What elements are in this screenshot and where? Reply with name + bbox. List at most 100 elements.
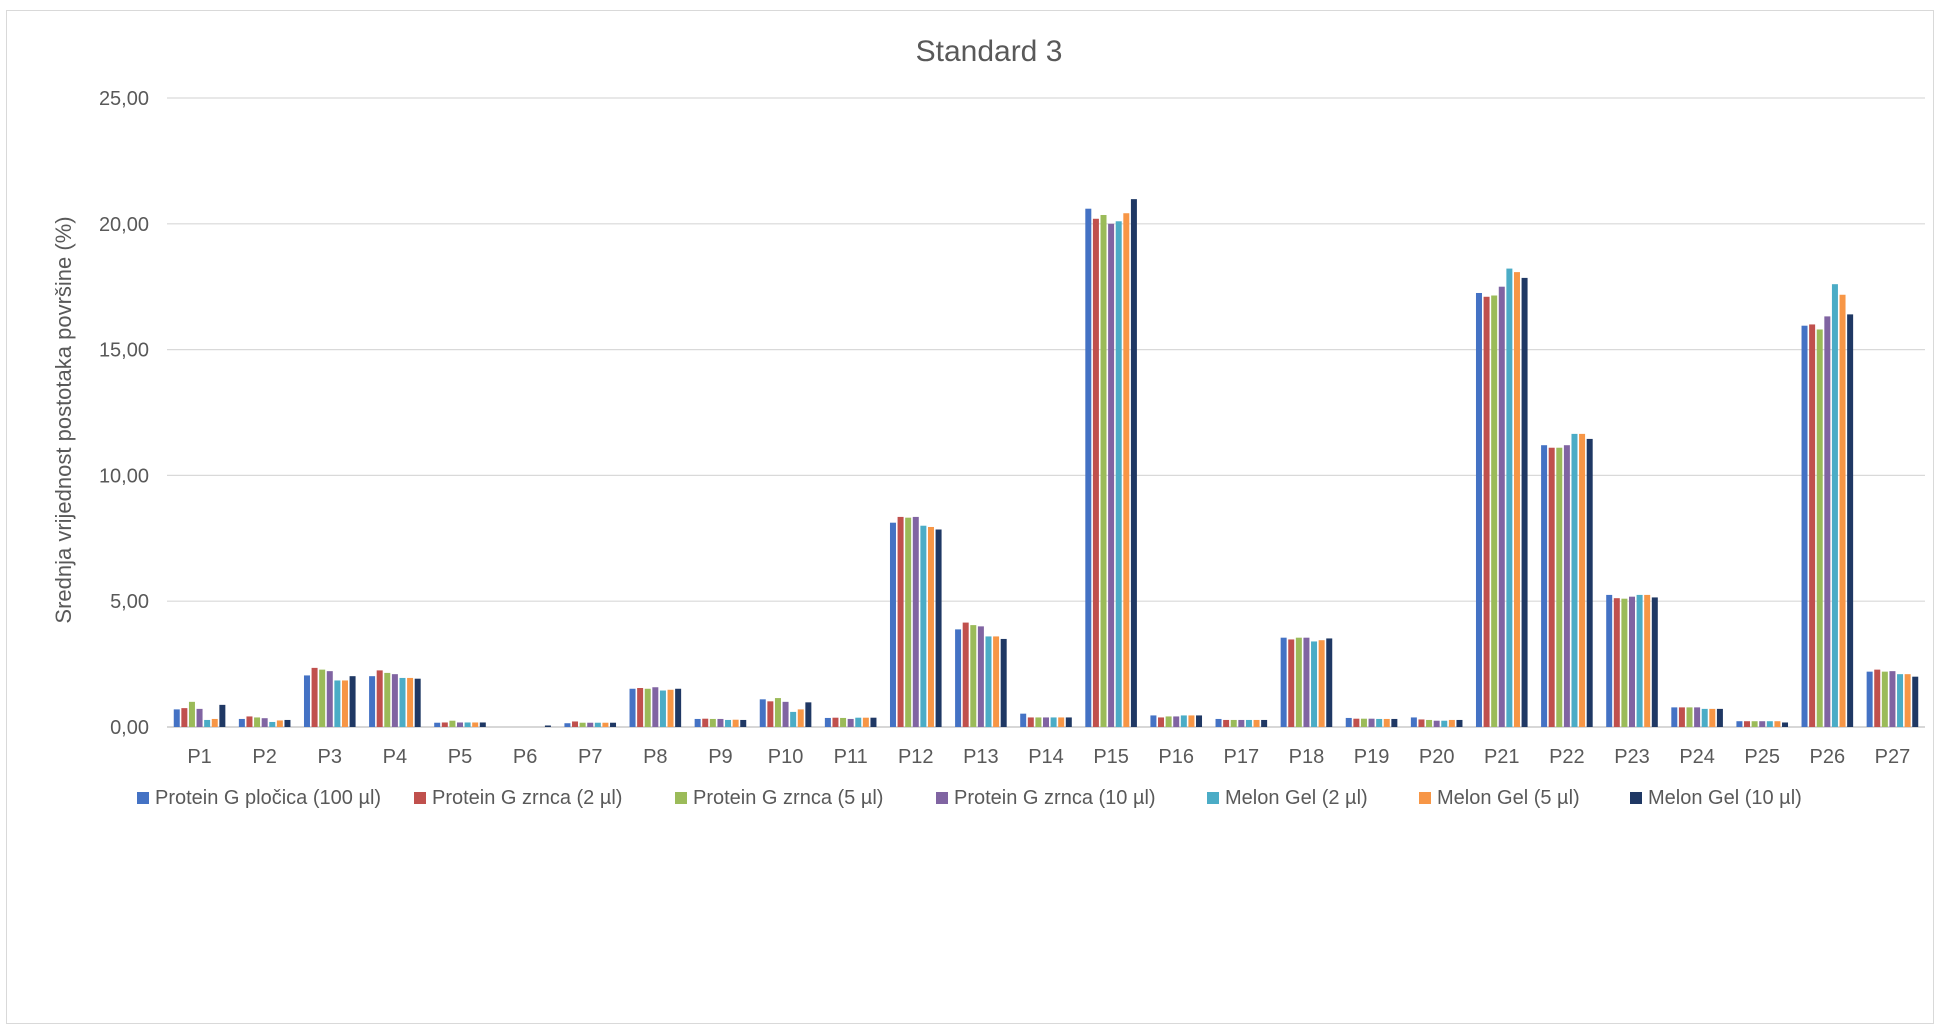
bar <box>1027 717 1034 727</box>
bar <box>1245 719 1252 727</box>
bar <box>1180 715 1187 727</box>
bar <box>732 719 739 727</box>
gridlines <box>167 97 1925 728</box>
x-tick-label: P1 <box>187 746 211 768</box>
bar <box>644 688 651 727</box>
y-tick-label: 20,00 <box>99 214 149 236</box>
bar <box>1115 221 1122 727</box>
bar <box>1196 715 1203 727</box>
bar <box>1606 594 1613 727</box>
bar <box>774 698 781 727</box>
bar <box>1774 721 1781 727</box>
y-tick-label: 25,00 <box>99 88 149 110</box>
bar <box>1326 638 1333 727</box>
bar <box>1686 707 1693 727</box>
bar <box>659 690 666 727</box>
bar <box>384 672 391 727</box>
bar <box>311 667 318 727</box>
bar <box>1571 433 1578 727</box>
bar <box>472 722 479 727</box>
bar <box>1261 719 1268 727</box>
y-tick-label: 15,00 <box>99 340 149 362</box>
legend-swatch <box>137 792 149 804</box>
bar <box>1881 671 1888 727</box>
bar <box>1108 223 1115 728</box>
x-tick-label: P16 <box>1158 746 1194 768</box>
bar <box>1751 721 1758 727</box>
bar <box>862 717 869 727</box>
bar <box>905 517 912 727</box>
legend-label: Melon Gel (5 µl) <box>1437 787 1580 809</box>
bar <box>407 677 414 727</box>
bar <box>1360 718 1367 727</box>
bar <box>261 718 268 727</box>
bar <box>181 708 188 727</box>
bar <box>1391 718 1398 727</box>
bar <box>1433 720 1440 727</box>
x-tick-label: P9 <box>708 746 732 768</box>
bar <box>1491 295 1498 727</box>
bar <box>1288 639 1295 727</box>
bar <box>1418 719 1425 727</box>
bar <box>211 718 218 727</box>
bar <box>1548 447 1555 727</box>
bar-chart: Standard 3 Srednja vrijednost postotaka … <box>51 35 1925 809</box>
bar <box>1636 594 1643 727</box>
bar <box>464 722 471 727</box>
bar <box>694 718 701 727</box>
bar <box>1188 715 1195 727</box>
bar <box>1694 707 1701 727</box>
x-tick-label: P17 <box>1224 746 1260 768</box>
bar <box>1613 598 1620 727</box>
bar <box>1065 717 1072 727</box>
bar <box>897 516 904 727</box>
bar <box>1759 721 1766 727</box>
bar <box>1782 722 1789 727</box>
bar <box>740 719 747 727</box>
x-tick-label: P8 <box>643 746 667 768</box>
bar <box>1100 214 1107 727</box>
bar <box>1441 720 1448 727</box>
x-tick-label: P6 <box>513 746 537 768</box>
bar <box>610 722 617 727</box>
bars <box>173 199 1919 728</box>
bar <box>920 525 927 727</box>
bar <box>319 669 326 727</box>
bar <box>204 719 211 727</box>
x-tick-label: P21 <box>1484 746 1520 768</box>
bar <box>1644 594 1651 727</box>
legend-swatch <box>675 792 687 804</box>
bar <box>434 722 441 727</box>
x-tick-label: P26 <box>1810 746 1846 768</box>
bar <box>1651 597 1658 727</box>
x-tick-label: P3 <box>318 746 342 768</box>
bar <box>1085 208 1092 728</box>
bar <box>1050 717 1057 727</box>
bar <box>1889 671 1896 727</box>
bar <box>1058 717 1065 727</box>
bar <box>369 676 376 727</box>
bar <box>1043 717 1049 727</box>
bar <box>449 720 456 727</box>
bar <box>855 717 862 727</box>
legend-swatch <box>1207 792 1219 804</box>
bar <box>667 689 674 727</box>
bar <box>927 526 934 727</box>
bar <box>767 701 774 727</box>
bar <box>1521 277 1528 727</box>
bar <box>1671 707 1678 727</box>
bar <box>1897 674 1904 727</box>
bar <box>1847 314 1854 727</box>
bar <box>1506 268 1513 727</box>
bar <box>1701 708 1708 727</box>
legend-label: Protein G zrnca (10 µl) <box>954 787 1156 809</box>
bar <box>1448 719 1455 727</box>
legend-swatch <box>414 792 426 804</box>
bar <box>824 717 831 727</box>
bar <box>702 718 709 727</box>
bar <box>602 722 609 727</box>
x-tick-label: P5 <box>448 746 472 768</box>
bar <box>1410 717 1417 727</box>
bar <box>1824 316 1831 727</box>
x-axis-ticks: P1 P2 P3 P4 P5 P6 P7 P8 P9 P10 P11 P12 P13 P14 P15 P16 P… <box>187 746 1910 768</box>
